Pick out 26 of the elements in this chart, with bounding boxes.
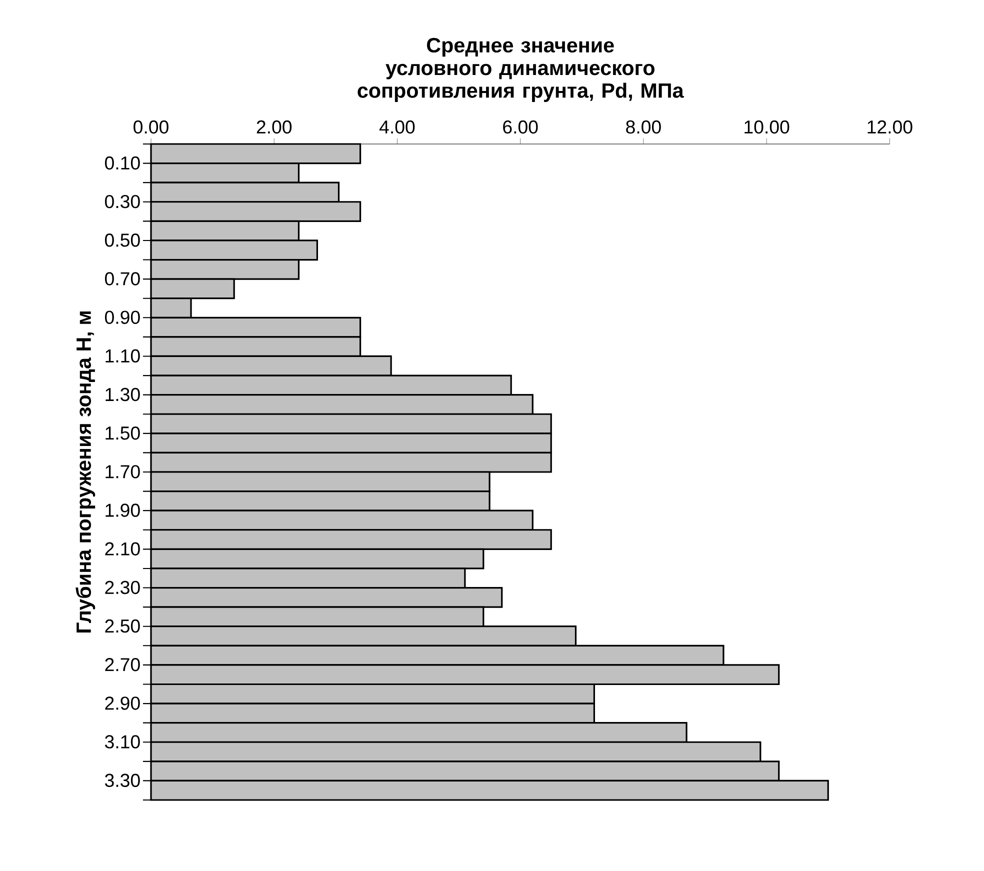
y-tick-label: 1.70 (106, 465, 140, 478)
y-tick-label: 2.90 (105, 696, 140, 710)
y-tick-label: 1.30 (106, 388, 140, 402)
x-tick-label: 0.00 (134, 120, 168, 134)
y-tick-label: 1.50 (106, 426, 140, 440)
x-tick-label: 6.00 (503, 120, 538, 134)
chart-title: Среднее значение условного динамического сопротивления грунта, Pd, МПа (358, 38, 684, 102)
x-tick-label: 10.00 (744, 120, 790, 134)
y-tick-label: 2.50 (105, 619, 140, 633)
y-tick-label: 3.10 (104, 735, 140, 748)
y-axis-title: Глубина погружения зонда Н, м (76, 312, 96, 633)
y-tick-label: 1.90 (106, 504, 140, 517)
y-tick-label: 0.10 (105, 156, 140, 170)
y-tick-label: 0.50 (105, 234, 140, 247)
x-tick-label: 4.00 (379, 120, 415, 134)
x-tick-label: 2.00 (256, 120, 292, 134)
x-tick-label: 12.00 (868, 120, 912, 134)
x-tick-label: 8.00 (626, 120, 661, 134)
y-tick-label: 2.30 (105, 580, 140, 594)
y-tick-label: 0.70 (105, 272, 140, 286)
y-tick-label: 2.10 (105, 542, 140, 556)
y-tick-label: 0.30 (105, 194, 140, 208)
y-tick-label: 2.70 (105, 658, 140, 672)
y-tick-label: 0.90 (105, 310, 140, 324)
y-tick-label: 3.30 (104, 774, 140, 788)
y-tick-label: 1.10 (106, 349, 140, 363)
